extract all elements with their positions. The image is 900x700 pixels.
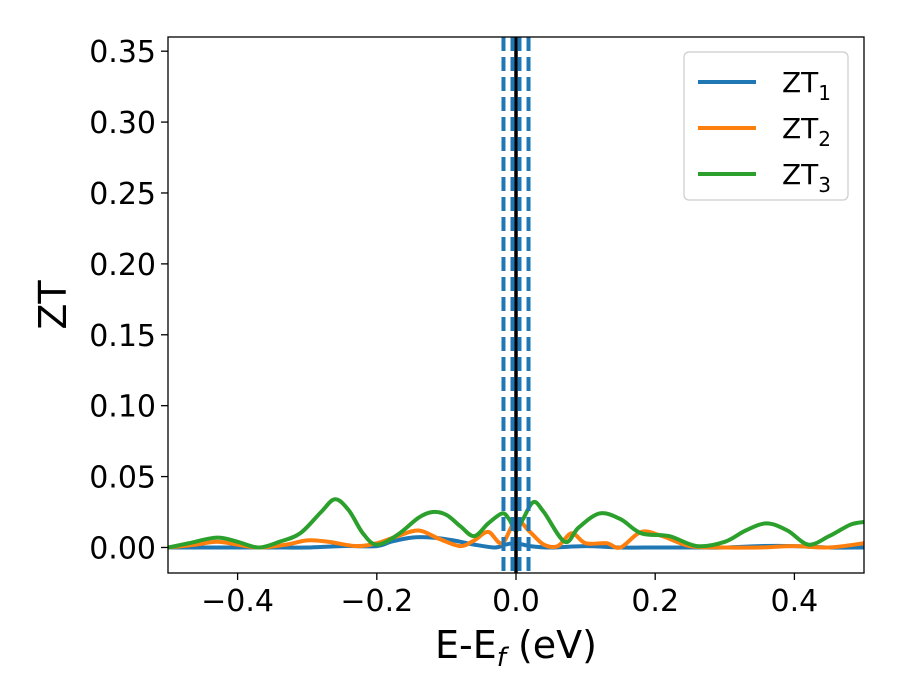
y-tick-label: 0.35 <box>89 35 156 70</box>
legend-label-zt2: ZT2 <box>782 112 831 151</box>
legend-label-zt1: ZT1 <box>782 66 831 105</box>
x-tick-label: −0.4 <box>201 584 274 619</box>
x-tick-label: −0.2 <box>340 584 413 619</box>
y-tick-label: 0.10 <box>89 390 156 425</box>
y-tick-label: 0.15 <box>89 319 156 354</box>
legend: ZT1 ZT2 ZT3 <box>683 51 849 201</box>
y-tick-label: 0.20 <box>89 248 156 283</box>
y-tick-label: 0.30 <box>89 106 156 141</box>
series-line-zt3 <box>168 497 864 550</box>
y-tick-label: 0.05 <box>89 461 156 496</box>
x-axis-label: E-Ef (eV) <box>435 623 597 673</box>
x-tick-label: 0.4 <box>771 584 819 619</box>
y-tick-label: 0.00 <box>89 531 156 566</box>
x-tick-label: 0.2 <box>631 584 679 619</box>
x-tick-label: 0.0 <box>492 584 540 619</box>
y-axis-label: ZT <box>31 280 75 330</box>
legend-box <box>683 51 849 201</box>
y-tick-label: 0.25 <box>89 177 156 212</box>
legend-label-zt3: ZT3 <box>782 158 831 197</box>
